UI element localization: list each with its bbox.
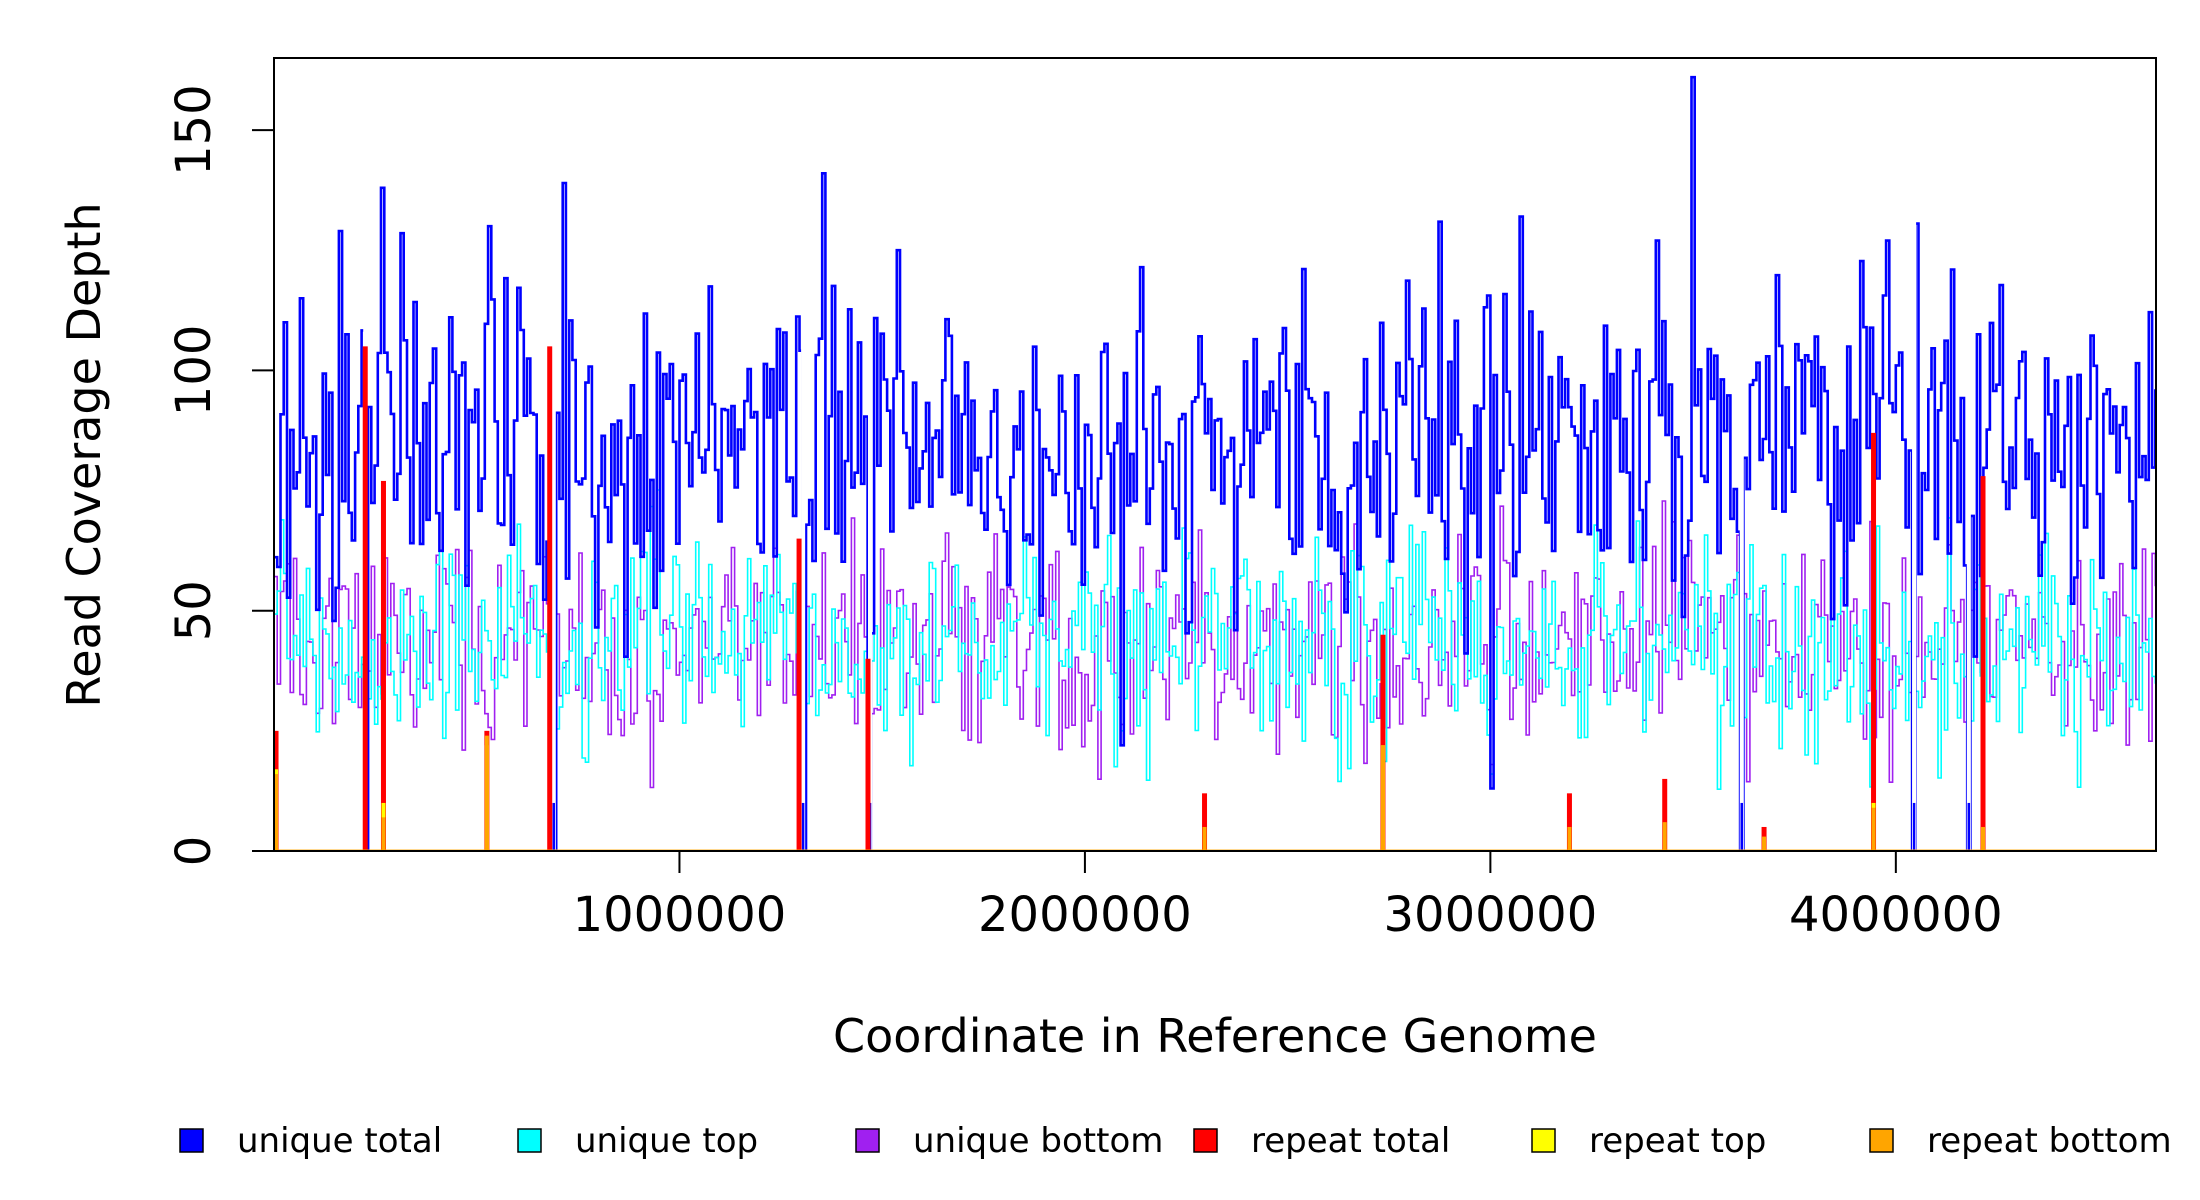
x-tick-label: 4000000 <box>1789 887 2003 943</box>
series-repeat-bottom-spike <box>484 735 489 851</box>
plot-frame <box>273 57 2157 852</box>
series-repeat-bottom-spike <box>1380 745 1385 851</box>
series-repeat-total-spike <box>547 346 553 851</box>
series-repeat-total-spike <box>380 480 386 851</box>
legend-label: repeat top <box>1589 1121 1766 1161</box>
series-repeat-total-spike <box>1380 634 1386 851</box>
legend-label: unique bottom <box>913 1121 1163 1161</box>
series-repeat-total-spike <box>796 538 802 851</box>
legend-label: repeat total <box>1251 1121 1450 1161</box>
legend: unique total unique top unique bottom repea… <box>179 1121 2172 1161</box>
y-tick-label: 100 <box>166 325 222 417</box>
series-unique-total-line <box>274 75 2156 851</box>
series-repeat-total-spike <box>1662 778 1668 851</box>
coverage-gap <box>551 60 556 851</box>
series-repeat-total-spike <box>865 658 871 851</box>
y-axis-title: Read Coverage Depth <box>57 202 111 707</box>
y-tick-label: 0 <box>166 836 222 867</box>
series-repeat-bottom-spike <box>1202 826 1207 851</box>
legend-label: unique top <box>575 1121 758 1161</box>
legend-swatch <box>179 1128 204 1153</box>
coverage-gap <box>1912 60 1917 851</box>
x-tick-label: 1000000 <box>573 887 787 943</box>
series-layer <box>274 60 2156 851</box>
legend-label: unique total <box>237 1121 442 1161</box>
legend-swatch <box>517 1128 542 1153</box>
legend-swatch <box>855 1128 880 1153</box>
series-repeat-bottom-spike <box>1567 826 1572 851</box>
series-repeat-total-spike <box>1871 432 1877 851</box>
series-repeat-bottom-spike <box>274 774 279 851</box>
coverage-gap <box>1966 60 1971 851</box>
axes-layer: 1000000 2000000 3000000 4000000 0 50 100 150 <box>166 84 2003 943</box>
series-repeat-bottom-spike <box>1871 807 1876 851</box>
coverage-gap <box>867 60 873 851</box>
x-tick-label: 3000000 <box>1383 887 1597 943</box>
series-repeat-bottom-spike <box>1762 836 1767 851</box>
legend-swatch <box>1531 1128 1556 1153</box>
y-tick-label: 150 <box>166 84 222 176</box>
series-repeat-total-spike <box>1202 793 1208 851</box>
series-repeat-bottom-spike <box>1981 826 1986 851</box>
coverage-gap <box>801 60 806 851</box>
legend-swatch <box>1193 1128 1218 1153</box>
x-tick-label: 2000000 <box>978 887 1192 943</box>
legend-swatch <box>1869 1128 1894 1153</box>
series-repeat-bottom-spike <box>1662 822 1667 851</box>
legend-label: repeat bottom <box>1927 1121 2172 1161</box>
series-repeat-total-spike <box>1980 476 1986 851</box>
x-axis-title: Coordinate in Reference Genome <box>833 1009 1597 1063</box>
y-tick-label: 50 <box>166 580 222 641</box>
series-repeat-total-spike <box>362 346 368 851</box>
series-repeat-total-spike <box>1566 793 1572 851</box>
coverage-gap <box>1739 60 1744 851</box>
series-repeat-bottom-spike <box>381 817 386 851</box>
